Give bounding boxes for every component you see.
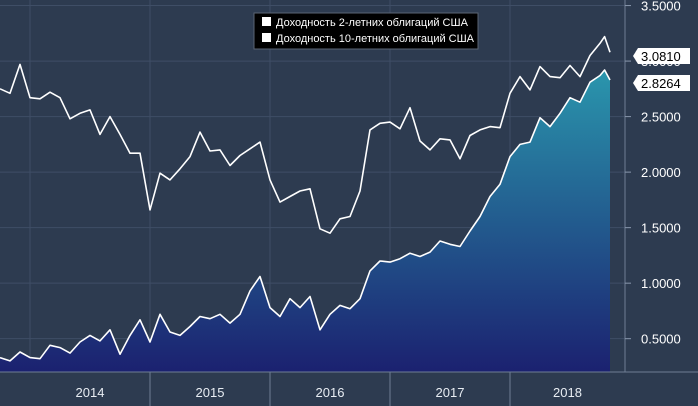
legend-box [253,12,479,50]
x-axis: 2014 2015 2016 2017 2018 [76,372,582,406]
x-tick-label: 2018 [553,385,582,400]
y-axis: 0.50001.00001.50002.00002.50003.00003.50… [625,0,681,347]
legend-label-10y: Доходность 10-летних облигаций США [276,33,475,45]
y-tick-label: 1.0000 [641,276,681,291]
y-tick-label: 2.5000 [641,110,681,125]
x-tick-label: 2014 [76,385,105,400]
series-2y-area [0,70,610,372]
y-tick-label: 2.0000 [641,165,681,180]
y-tick-label: 3.5000 [641,0,681,14]
callout-10y: 3.0810 [633,48,690,64]
legend-label-2y: Доходность 2-летних облигаций США [276,17,469,29]
series-2y-line [0,69,611,362]
series-10y-line [0,35,611,234]
callout-2y: 2.8264 [633,75,690,91]
callout-10y-value: 3.0810 [641,49,681,64]
x-tick-label: 2017 [436,385,465,400]
x-tick-label: 2015 [196,385,225,400]
legend: Доходность 2-летних облигаций США Доходн… [253,12,479,50]
y-tick-label: 1.5000 [641,221,681,236]
y-tick-label: 0.5000 [641,332,681,347]
x-tick-label: 2016 [316,385,345,400]
callout-2y-value: 2.8264 [641,76,681,91]
legend-swatch-2y [262,17,271,26]
legend-swatch-10y [262,33,271,42]
